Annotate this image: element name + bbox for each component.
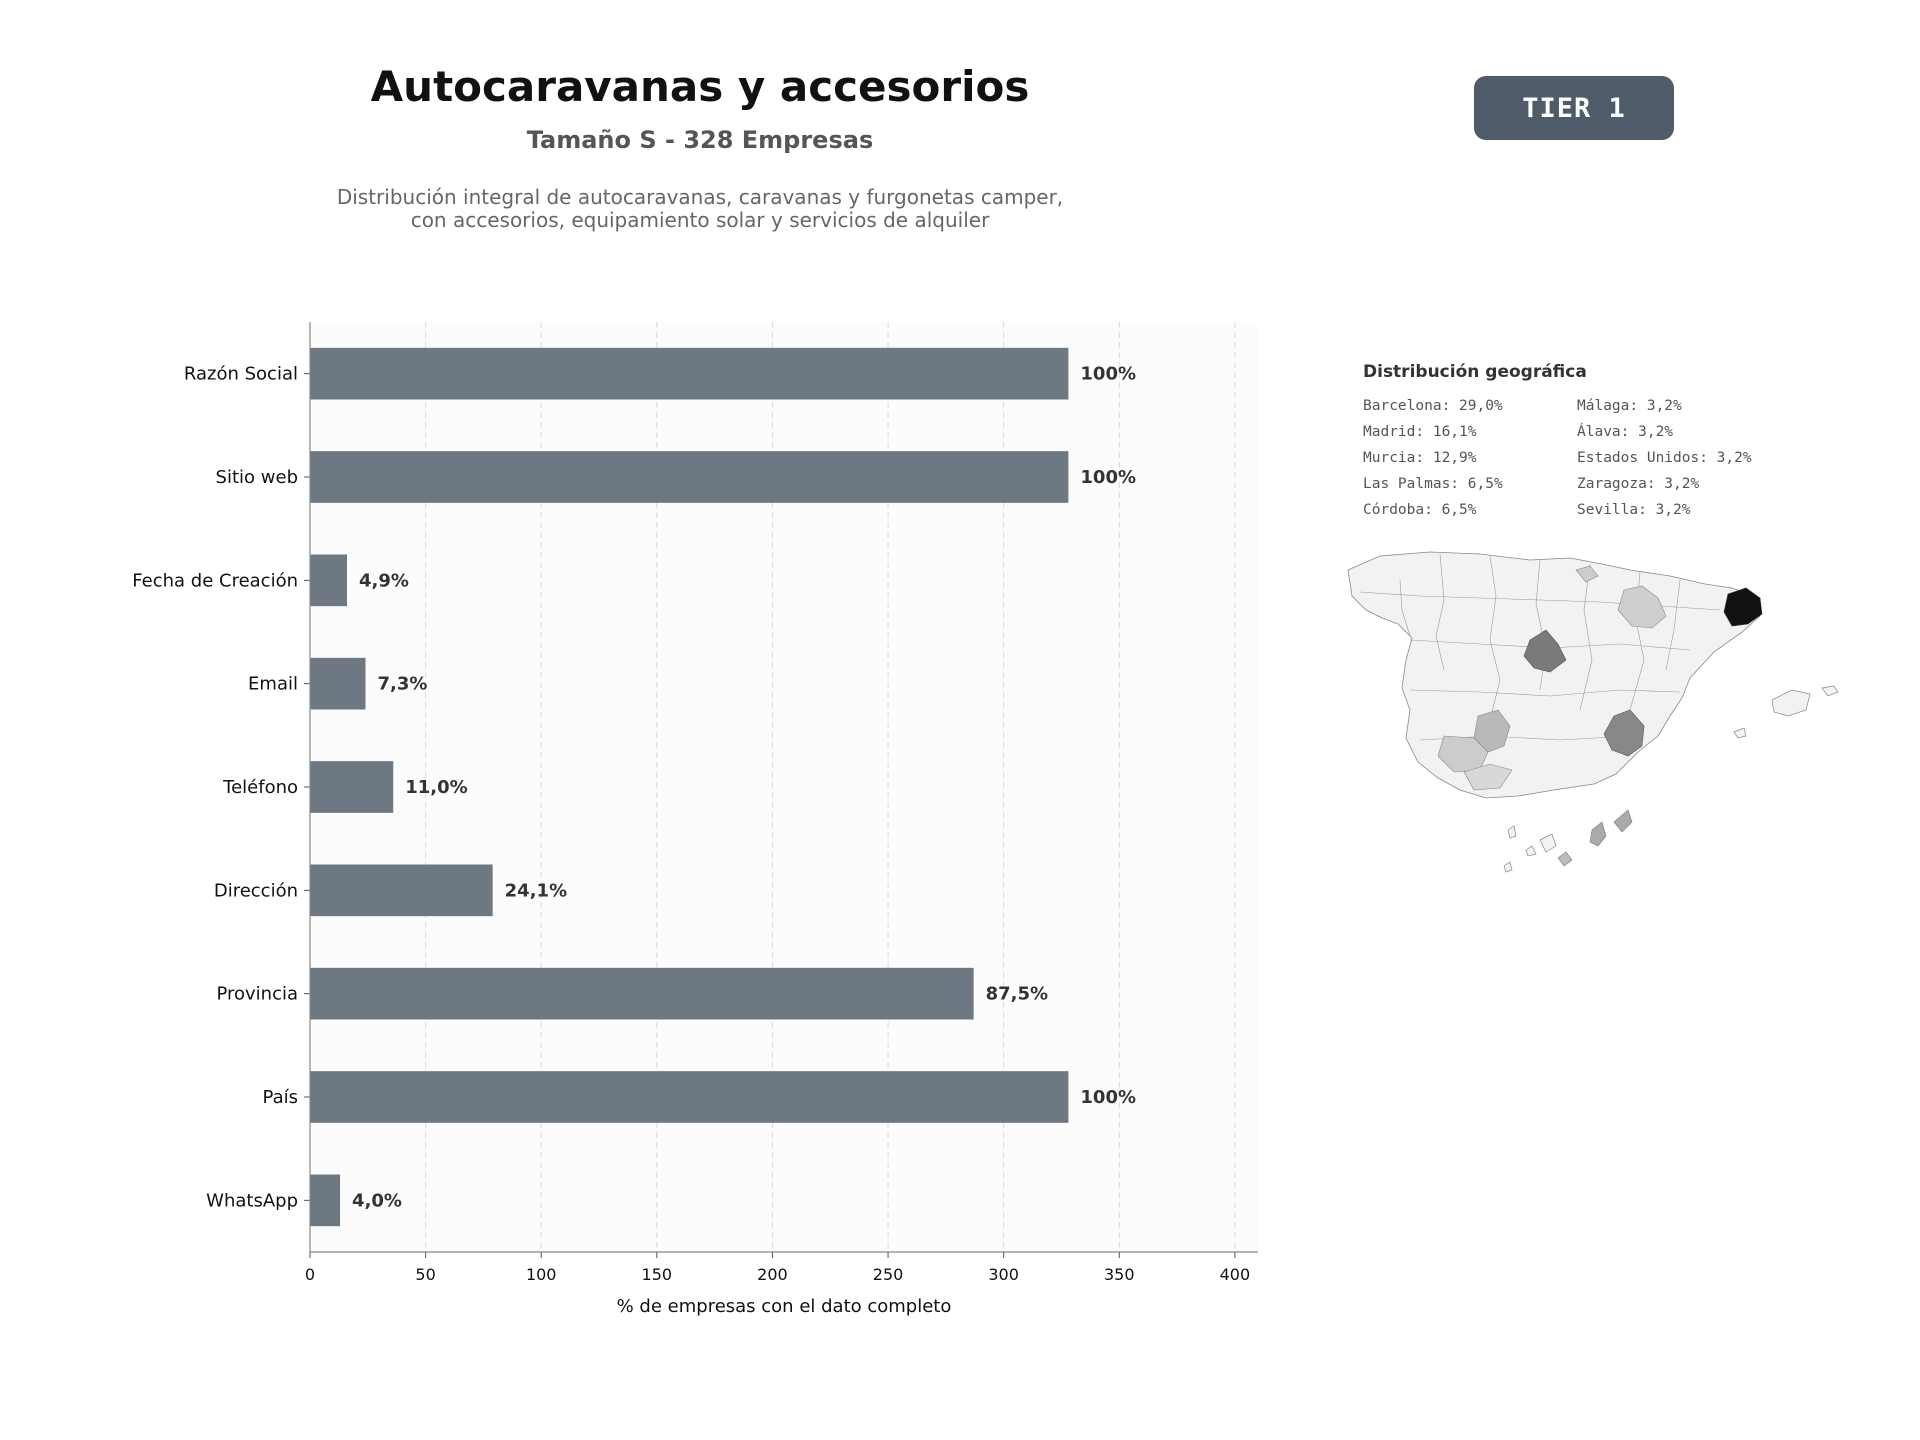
y-tick-label: Teléfono bbox=[222, 777, 298, 798]
bar bbox=[310, 657, 366, 710]
map-province-malaga bbox=[1463, 763, 1513, 791]
page-title: Autocaravanas y accesorios bbox=[370, 62, 1030, 111]
x-tick-label: 200 bbox=[757, 1265, 788, 1284]
map-balearic-islands bbox=[1733, 685, 1839, 739]
bar-value-label: 7,3% bbox=[377, 674, 427, 695]
y-tick-label: Razón Social bbox=[184, 364, 298, 385]
bar-value-label: 100% bbox=[1080, 467, 1136, 488]
bar bbox=[310, 347, 1069, 400]
bar-value-label: 24,1% bbox=[505, 880, 567, 901]
bar-value-label: 100% bbox=[1080, 364, 1136, 385]
tier-badge: TIER 1 bbox=[1474, 76, 1674, 140]
y-tick-label: Dirección bbox=[214, 880, 298, 901]
geo-item: Córdoba: 6,5% bbox=[1363, 502, 1477, 518]
bar bbox=[310, 761, 394, 813]
map-province-murcia bbox=[1603, 709, 1645, 757]
x-tick-label: 100 bbox=[526, 1265, 557, 1284]
geo-distribution-list: Barcelona: 29,0% Málaga: 3,2% Madrid: 16… bbox=[1363, 398, 1797, 521]
map-province-alava bbox=[1575, 565, 1599, 583]
page-description: Distribución integral de autocaravanas, … bbox=[250, 186, 1150, 232]
description-line-2: con accesorios, equipamiento solar y ser… bbox=[410, 208, 990, 232]
x-tick-label: 350 bbox=[1104, 1265, 1135, 1284]
geo-distribution-title: Distribución geográfica bbox=[1363, 362, 1587, 382]
y-tick-label: País bbox=[263, 1087, 298, 1108]
bar-value-label: 87,5% bbox=[986, 984, 1048, 1005]
y-tick-label: WhatsApp bbox=[206, 1190, 298, 1211]
geo-item: Madrid: 16,1% bbox=[1363, 424, 1477, 440]
map-canary-islands bbox=[1503, 809, 1633, 873]
bar-value-label: 11,0% bbox=[405, 777, 467, 798]
geo-item: Barcelona: 29,0% bbox=[1363, 398, 1503, 414]
bar bbox=[310, 1071, 1069, 1123]
x-tick-label: 300 bbox=[988, 1265, 1019, 1284]
x-tick-label: 400 bbox=[1220, 1265, 1251, 1284]
y-tick-label: Provincia bbox=[216, 984, 298, 1005]
x-tick-label: 50 bbox=[415, 1265, 435, 1284]
bar bbox=[310, 864, 493, 917]
spain-choropleth-map bbox=[1347, 551, 1839, 873]
geo-item: Las Palmas: 6,5% bbox=[1363, 476, 1503, 492]
bar bbox=[310, 554, 347, 607]
x-axis-label: % de empresas con el dato completo bbox=[617, 1296, 952, 1317]
map-peninsula bbox=[1347, 551, 1761, 799]
geo-item: Estados Unidos: 3,2% bbox=[1577, 450, 1752, 466]
completeness-bar-chart: 100% Razón Social 100% Sitio web 4,9% Fecha d… bbox=[132, 322, 1258, 1317]
geo-item: Murcia: 12,9% bbox=[1363, 450, 1477, 466]
map-province-madrid bbox=[1523, 629, 1567, 673]
bar-value-label: 100% bbox=[1080, 1087, 1136, 1108]
x-tick-label: 250 bbox=[873, 1265, 904, 1284]
geo-item: Málaga: 3,2% bbox=[1577, 398, 1682, 414]
y-tick-label: Sitio web bbox=[216, 467, 298, 488]
x-tick-label: 150 bbox=[642, 1265, 673, 1284]
geo-item: Sevilla: 3,2% bbox=[1577, 502, 1691, 518]
bar-value-label: 4,0% bbox=[352, 1190, 402, 1211]
geo-item: Zaragoza: 3,2% bbox=[1577, 476, 1700, 492]
x-tick-label: 0 bbox=[305, 1265, 315, 1284]
bar bbox=[310, 451, 1069, 503]
bar-value-label: 4,9% bbox=[359, 570, 409, 591]
bar bbox=[310, 1174, 341, 1227]
description-line-1: Distribución integral de autocaravanas, … bbox=[336, 185, 1064, 209]
bar bbox=[310, 967, 974, 1020]
y-tick-label: Email bbox=[248, 674, 298, 695]
y-tick-label: Fecha de Creación bbox=[132, 570, 298, 591]
map-province-barcelona bbox=[1723, 587, 1763, 627]
page-subtitle: Tamaño S - 328 Empresas bbox=[526, 126, 874, 154]
geo-item: Álava: 3,2% bbox=[1577, 424, 1674, 440]
map-province-zaragoza bbox=[1617, 585, 1667, 629]
